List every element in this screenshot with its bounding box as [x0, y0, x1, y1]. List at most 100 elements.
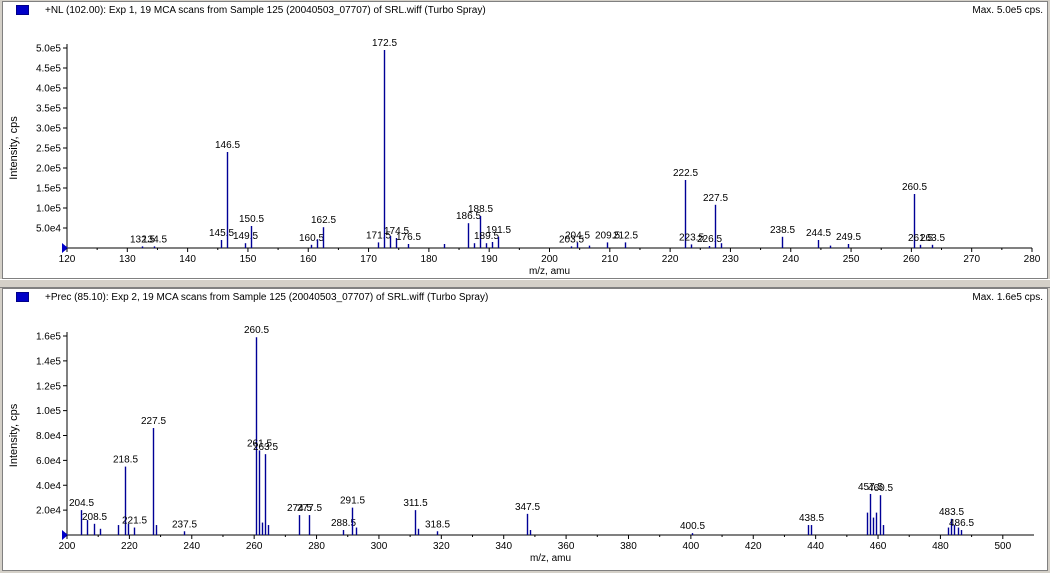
peak-label: 400.5	[680, 521, 705, 532]
x-tick-label: 190	[481, 254, 498, 265]
y-tick-label: 2.5e5	[36, 144, 61, 155]
y-tick-label: 1.5e5	[36, 184, 61, 195]
peak-label: 171.5	[366, 230, 391, 241]
peak-label: 132.5	[130, 234, 155, 245]
x-tick-label: 170	[360, 254, 377, 265]
peak-label: 238.5	[770, 225, 795, 236]
spectrum-pane-2[interactable]: +Prec (85.10): Exp 2, 19 MCA scans from …	[2, 288, 1048, 571]
x-tick-label: 340	[495, 541, 512, 552]
peak-label: 150.5	[239, 214, 264, 225]
peak-label: 318.5	[425, 519, 450, 530]
x-tick-label: 240	[183, 541, 200, 552]
y-tick-label: 1.4e5	[36, 356, 61, 367]
x-tick-label: 150	[240, 254, 257, 265]
peak-label: 146.5	[215, 140, 240, 151]
y-tick-label: 3.0e5	[36, 124, 61, 135]
y-tick-label: 2.0e5	[36, 164, 61, 175]
pane-title: +Prec (85.10): Exp 2, 19 MCA scans from …	[45, 292, 489, 303]
peak-label: 204.5	[69, 498, 94, 509]
x-tick-label: 140	[179, 254, 196, 265]
peak-label: 191.5	[486, 225, 511, 236]
peak-label: 347.5	[515, 502, 540, 513]
peak-label: 223.5	[679, 232, 704, 243]
origin-marker	[62, 530, 68, 540]
y-axis-label: Intensity, cps	[8, 116, 20, 180]
peak-label: 203.5	[559, 234, 584, 245]
x-axis-label: m/z, amu	[530, 553, 571, 564]
peak-label: 221.5	[122, 516, 147, 527]
x-tick-label: 250	[843, 254, 860, 265]
peak-label: 208.5	[82, 512, 107, 523]
peak-label: 176.5	[396, 232, 421, 243]
peak-label: 274.5	[287, 503, 312, 514]
peak-label: 483.5	[939, 507, 964, 518]
x-tick-label: 230	[722, 254, 739, 265]
peak-label: 244.5	[806, 228, 831, 239]
peak-label: 162.5	[311, 215, 336, 226]
peak-label: 227.5	[141, 416, 166, 427]
legend-swatch[interactable]	[16, 5, 29, 15]
pane-title: +NL (102.00): Exp 1, 19 MCA scans from S…	[45, 5, 486, 16]
peak-label: 260.5	[902, 182, 927, 193]
x-tick-label: 380	[620, 541, 637, 552]
x-tick-label: 280	[308, 541, 325, 552]
x-axis-label: m/z, amu	[529, 266, 570, 277]
peak-label: 311.5	[403, 498, 428, 509]
peak-label: 263.5	[253, 442, 278, 453]
x-tick-label: 240	[782, 254, 799, 265]
y-tick-label: 6.0e4	[36, 456, 61, 467]
pane-splitter[interactable]	[0, 279, 1050, 288]
y-tick-label: 5.0e4	[36, 224, 61, 235]
x-tick-label: 270	[963, 254, 980, 265]
peak-label: 222.5	[673, 168, 698, 179]
spectrum-pane-1[interactable]: +NL (102.00): Exp 1, 19 MCA scans from S…	[2, 1, 1048, 279]
y-axis-label: Intensity, cps	[8, 403, 20, 467]
peak-label: 186.5	[456, 211, 481, 222]
x-tick-label: 210	[601, 254, 618, 265]
x-tick-label: 480	[932, 541, 949, 552]
y-tick-label: 3.5e5	[36, 104, 61, 115]
y-tick-label: 1.0e5	[36, 204, 61, 215]
pane-header: +NL (102.00): Exp 1, 19 MCA scans from S…	[3, 2, 1047, 20]
y-tick-label: 4.0e4	[36, 481, 61, 492]
peak-label: 486.5	[949, 518, 974, 529]
x-tick-label: 220	[662, 254, 679, 265]
peak-label: 218.5	[113, 455, 138, 466]
x-tick-label: 420	[745, 541, 762, 552]
peak-label: 249.5	[836, 232, 861, 243]
x-tick-label: 120	[59, 254, 76, 265]
peak-label: 134.5	[142, 234, 167, 245]
y-tick-label: 4.0e5	[36, 84, 61, 95]
x-tick-label: 280	[1024, 254, 1041, 265]
pane-max-intensity: Max. 1.6e5 cps.	[972, 292, 1043, 303]
spectrum-plot-1[interactable]: 120 130 140 150 160 170 180 190 200 210 220 230 240 2…	[3, 2, 1047, 278]
peak-label: 189.5	[474, 231, 499, 242]
peak-label: 145.5	[209, 228, 234, 239]
y-tick-label: 8.0e4	[36, 431, 61, 442]
peak-label: 160.5	[299, 233, 324, 244]
origin-marker	[62, 243, 68, 253]
x-tick-label: 160	[300, 254, 317, 265]
pane-max-intensity: Max. 5.0e5 cps.	[972, 5, 1043, 16]
peak-label: 288.5	[331, 518, 356, 529]
peak-label: 188.5	[468, 204, 493, 215]
y-tick-label: 2.0e4	[36, 506, 61, 517]
peak-label: 460.5	[868, 483, 893, 494]
x-tick-label: 220	[121, 541, 138, 552]
x-tick-label: 180	[421, 254, 438, 265]
x-tick-label: 260	[246, 541, 263, 552]
x-tick-label: 300	[371, 541, 388, 552]
spectrum-plot-2[interactable]: 200 220 240 260 280 300 320 340 360 380 400 420 440 4…	[3, 289, 1047, 570]
peak-label: 172.5	[372, 38, 397, 49]
peak-label: 174.5	[384, 226, 409, 237]
peak-label: 277.5	[297, 503, 322, 514]
peak-label: 204.5	[565, 230, 590, 241]
peak-label: 457.5	[858, 482, 883, 493]
x-tick-label: 360	[558, 541, 575, 552]
x-tick-label: 460	[870, 541, 887, 552]
peak-label: 212.5	[613, 230, 638, 241]
peak-label: 438.5	[799, 513, 824, 524]
peak-label: 291.5	[340, 496, 365, 507]
x-tick-label: 130	[119, 254, 136, 265]
legend-swatch[interactable]	[16, 292, 29, 302]
